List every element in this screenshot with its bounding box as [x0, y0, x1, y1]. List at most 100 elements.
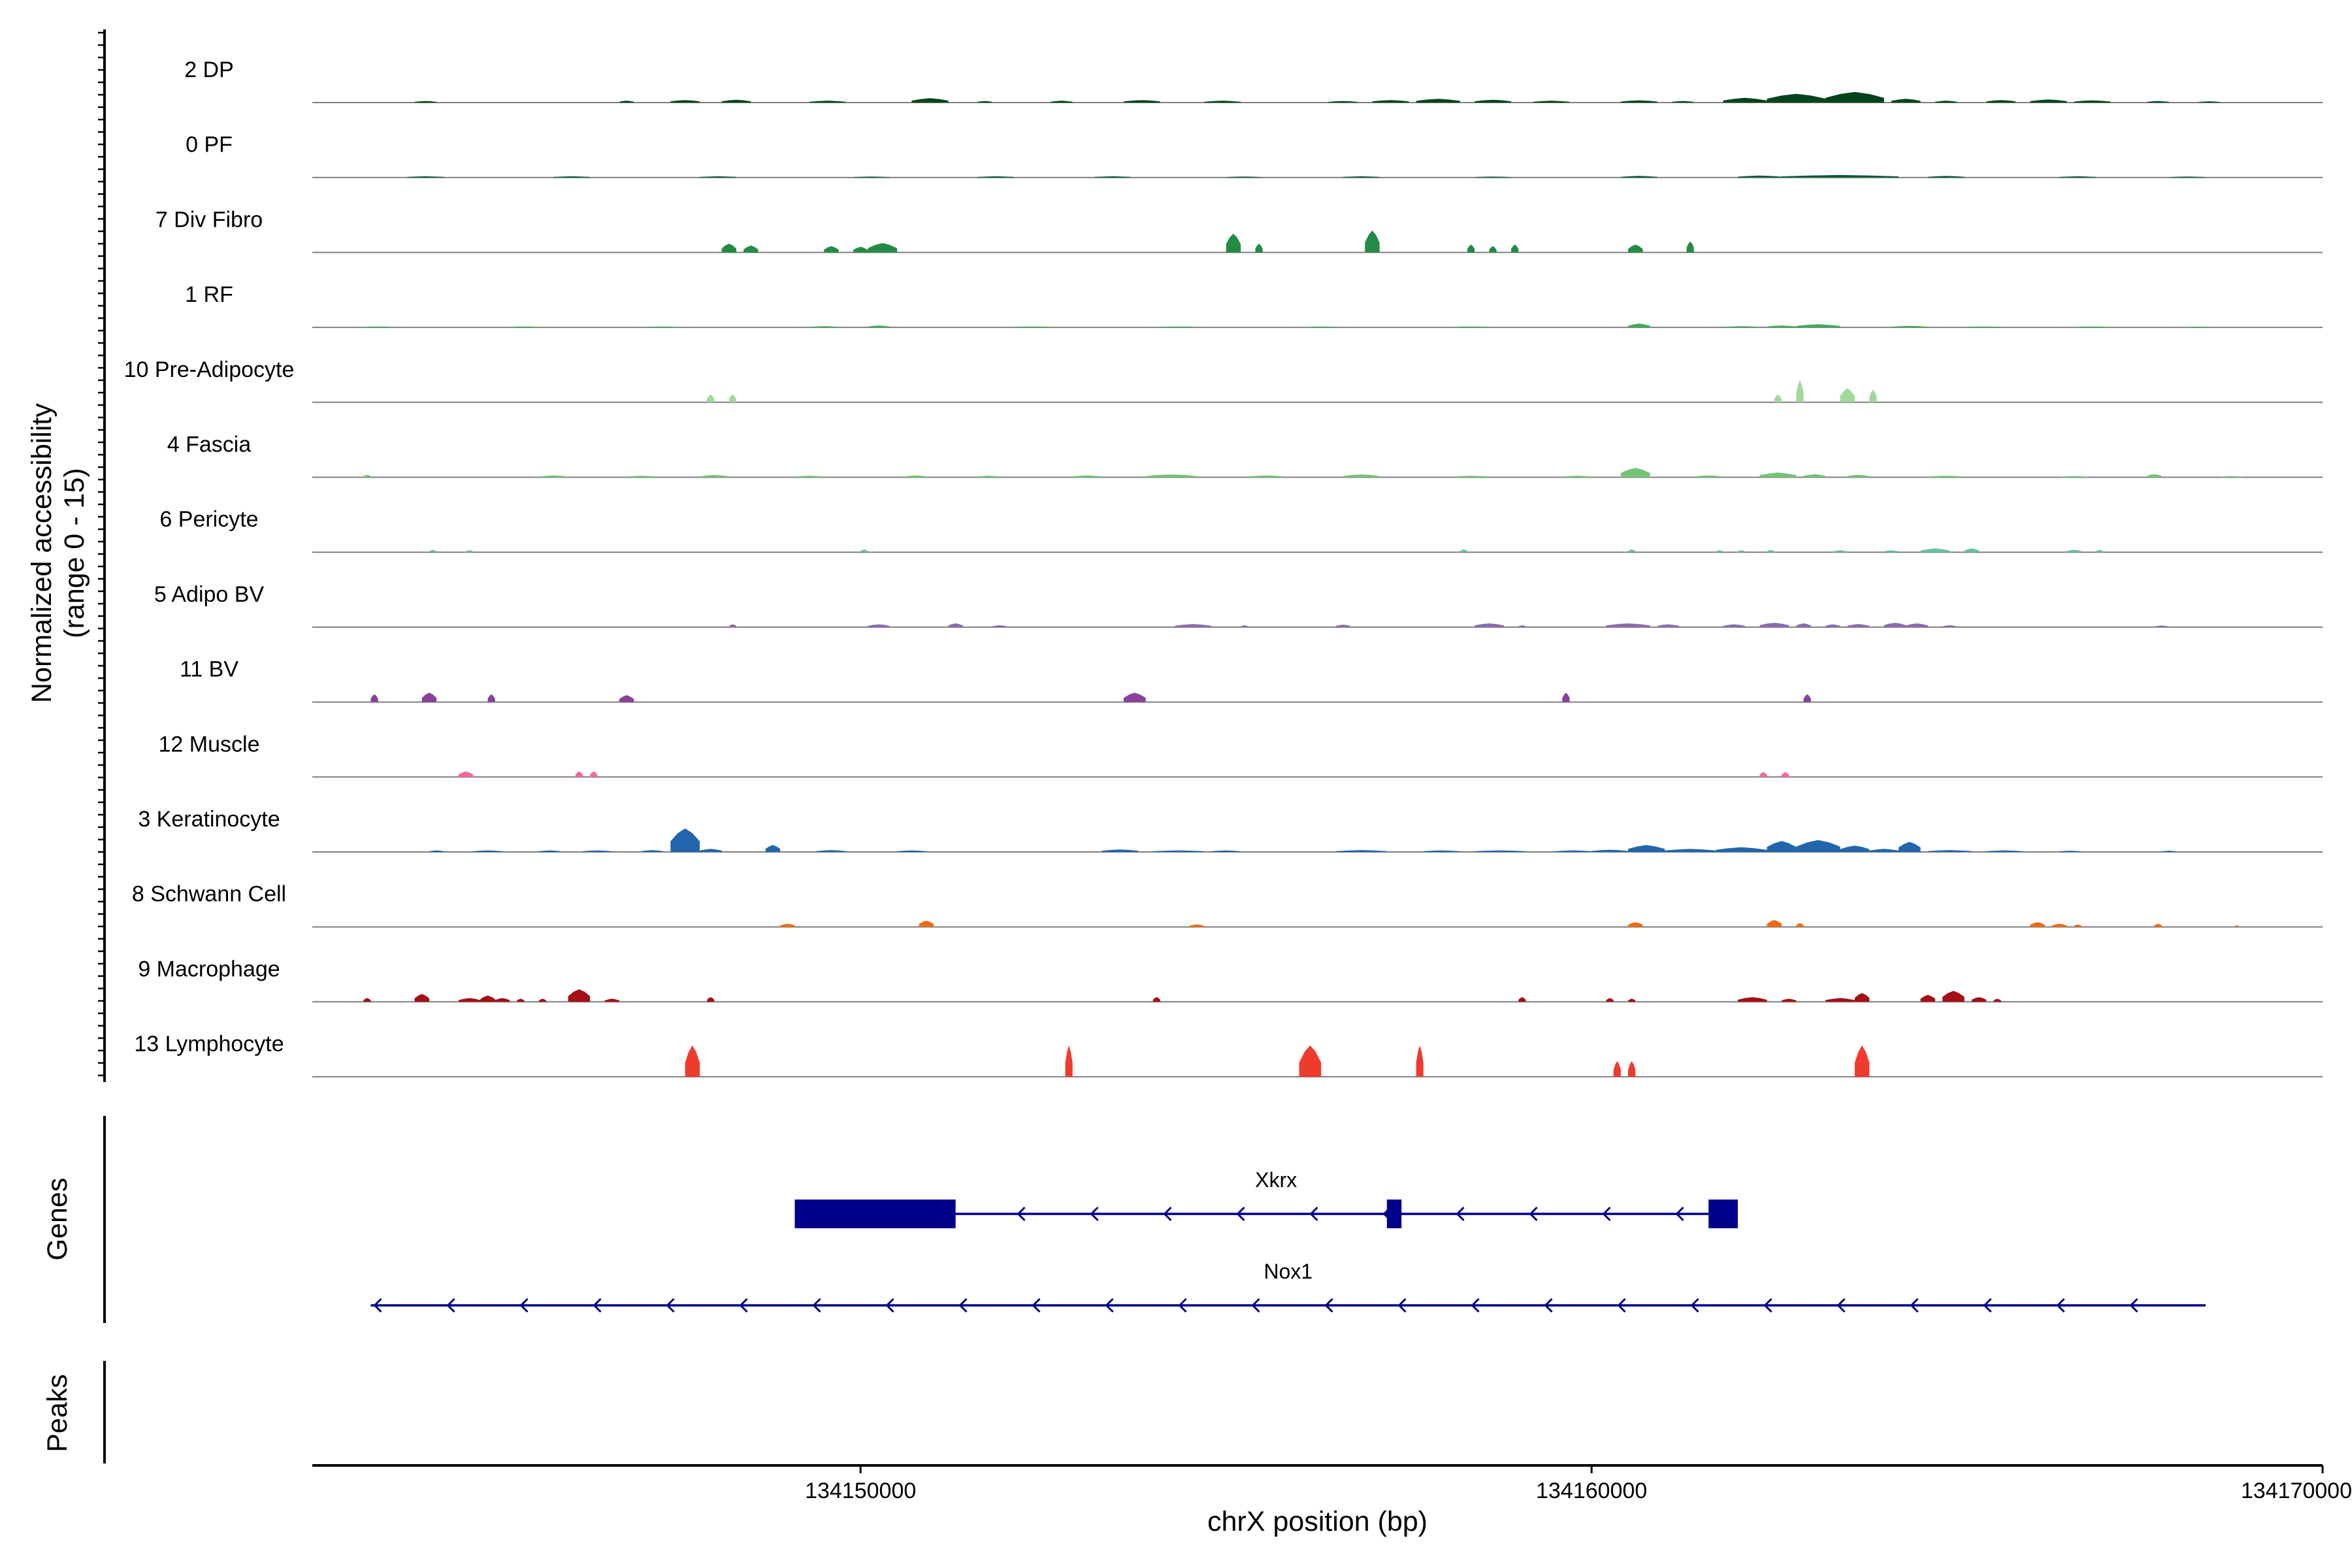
coverage-peak [1072, 475, 1102, 478]
track-label: 4 Fascia [167, 433, 252, 457]
coverage-peak [1942, 990, 1965, 1002]
coverage-peak [619, 101, 634, 103]
coverage-peak [1920, 548, 1950, 553]
track-label: 1 RF [185, 282, 233, 307]
coverage-peak [904, 475, 926, 478]
coverage-peak [1774, 394, 1782, 402]
coverage-peak [1606, 623, 1650, 627]
coverage-peak [1767, 841, 1797, 852]
coverage-peak [1094, 176, 1132, 178]
coverage-peak [1475, 99, 1511, 103]
coverage-peak [1533, 101, 1570, 103]
coverage-peak [1723, 624, 1746, 627]
coverage-peak [670, 100, 700, 103]
x-tick-label: 134150000 [805, 1478, 916, 1503]
genes-panel: Genes Xkrx Nox1 [42, 1116, 2206, 1323]
coverage-peak [414, 101, 437, 103]
strand-chevron [593, 1298, 602, 1313]
coverage-peak [517, 998, 525, 1002]
coverage-peak [1723, 97, 1767, 103]
coverage-peak [1935, 101, 1957, 103]
coverage-peak [407, 176, 444, 178]
coverage-peak [1475, 850, 1526, 852]
gene: Nox1 [370, 1260, 2206, 1313]
strand-chevron [1675, 1206, 1684, 1222]
coverage-peak [1175, 624, 1212, 627]
coverage-peak [2059, 851, 2082, 852]
coverage-peak [1891, 99, 1921, 103]
coverage-peak [670, 828, 700, 852]
coverage-peak [1299, 1045, 1322, 1077]
strand-chevron [1397, 1298, 1407, 1313]
coverage-peak [1767, 325, 1797, 328]
coverage-peak [1452, 476, 1490, 478]
coverage-peak [1145, 474, 1197, 478]
gene-exon [1708, 1200, 1738, 1228]
coverage-peak [1592, 849, 1628, 852]
peaks-panel-label: Peaks [42, 1374, 73, 1452]
coverage-peak [1971, 997, 1987, 1002]
coverage-peak [604, 998, 619, 1002]
coverage-peak [1255, 244, 1263, 253]
strand-chevron [666, 1298, 675, 1313]
x-axis: 134150000 134160000 134170000 chrX position… [312, 1464, 2352, 1537]
coverage-peak [853, 176, 890, 178]
strand-chevron [1105, 1298, 1114, 1313]
strand-chevron [1309, 1206, 1318, 1222]
track-label: 6 Pericyte [159, 507, 258, 532]
coverage-peak [538, 998, 547, 1002]
genes-panel-label: Genes [42, 1178, 73, 1261]
track-label: 0 PF [186, 133, 233, 157]
strand-chevron [739, 1298, 748, 1313]
coverage-peak [1189, 924, 1205, 927]
coverage-peak [473, 850, 502, 852]
coverage-peak [1716, 847, 1767, 852]
coverage-peak [2030, 99, 2067, 103]
coverage-peak [721, 99, 751, 103]
gene-exon [1386, 1200, 1402, 1228]
coverage-peak [700, 849, 722, 852]
coverage-peak [721, 244, 736, 253]
coverage-peak [1335, 850, 1387, 852]
coverage-peak [2154, 923, 2162, 927]
coverage-peak [1854, 993, 1870, 1002]
coverage-peak [743, 245, 759, 253]
coverage-peak [1854, 1045, 1870, 1077]
coverage-peak [1723, 326, 1760, 328]
coverage-peak [2052, 923, 2067, 927]
y-axis-title-line1: Normalized accessibility [26, 403, 57, 703]
track: 1 RF [185, 282, 2323, 329]
coverage-peak [1847, 474, 1870, 478]
strand-chevron [446, 1298, 455, 1313]
coverage-peak [1620, 100, 1658, 103]
coverage-peak [948, 623, 963, 627]
coverage-peak [1613, 1061, 1621, 1077]
track-label: 13 Lymphocyte [134, 1032, 284, 1056]
coverage-peak [1906, 623, 1928, 627]
coverage-peak [2066, 549, 2082, 553]
coverage-peak [700, 475, 729, 478]
track-label: 7 Div Fibro [155, 207, 263, 232]
coverage-peak [992, 625, 1007, 627]
coverage-peak [480, 995, 495, 1002]
coverage-peak [1833, 550, 1848, 553]
coverage-peak [1124, 100, 1160, 103]
y-axis-title-line2: (range 0 - 15) [59, 468, 90, 638]
coverage-peak [2161, 851, 2177, 852]
strand-chevron [1236, 1206, 1245, 1222]
track-label: 11 BV [180, 657, 238, 682]
coverage-peak [809, 101, 846, 103]
coverage-peak [538, 850, 561, 852]
coverage-tracks: 2 DP 0 PF 7 Div Fibro 1 RF 10 Pre-Adipocyte 4… [98, 29, 2323, 1083]
strand-chevron [1529, 1206, 1538, 1222]
strand-chevron [1544, 1298, 1553, 1313]
coverage-peak [2147, 101, 2169, 103]
strand-chevron [1602, 1206, 1611, 1222]
coverage-peak [707, 997, 715, 1002]
coverage-peak [919, 921, 934, 927]
gene-exon [794, 1200, 956, 1228]
coverage-peak [1518, 625, 1526, 627]
track-label: 2 DP [184, 57, 234, 82]
strand-chevron [885, 1298, 894, 1313]
coverage-peak [1051, 101, 1073, 103]
